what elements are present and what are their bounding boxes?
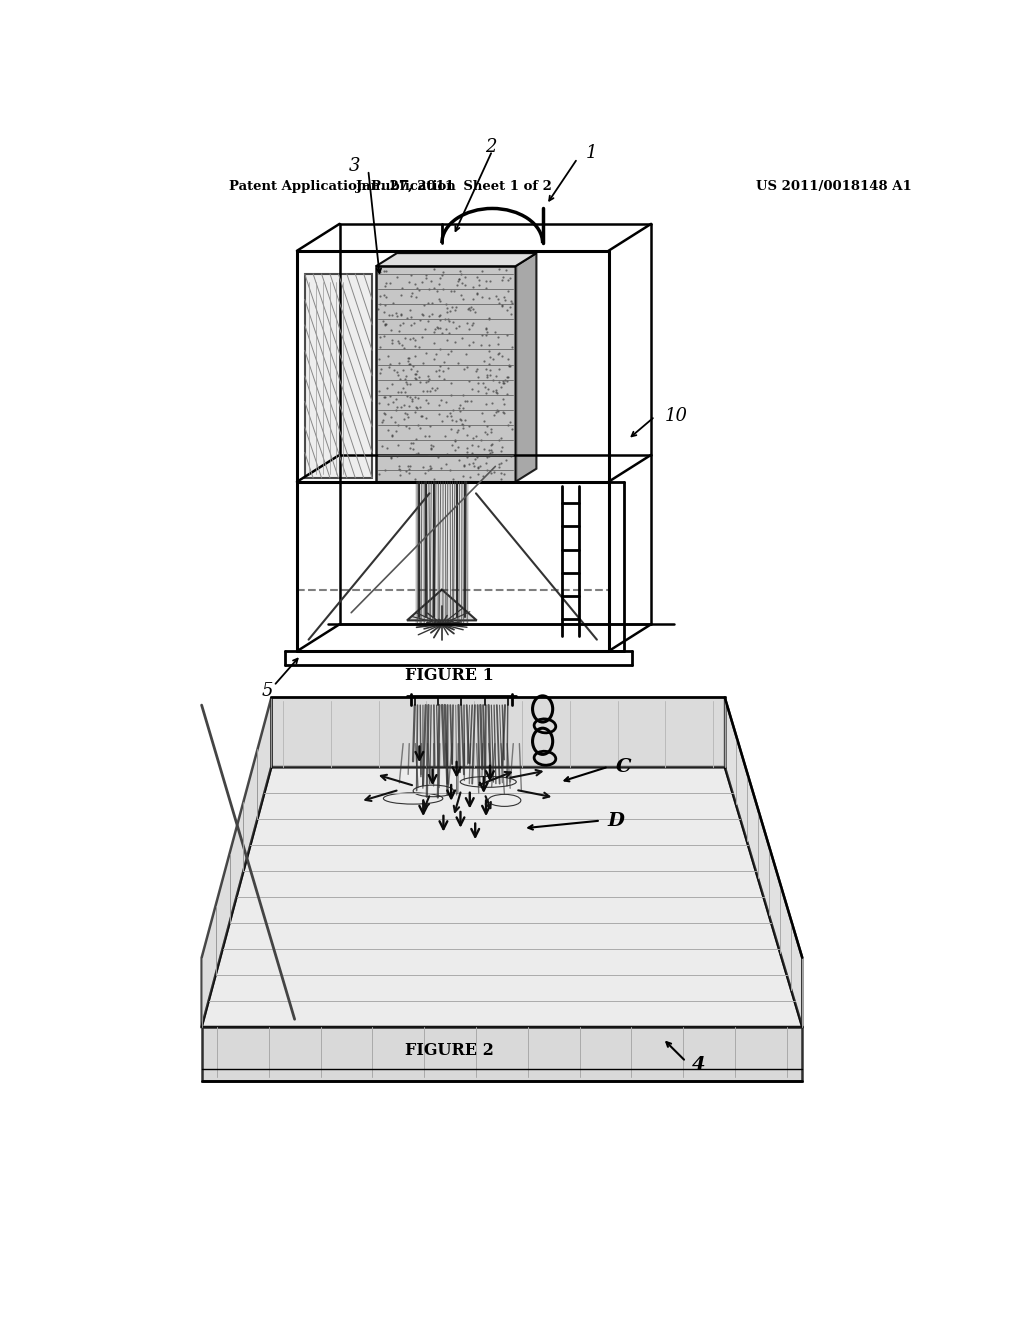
Text: Patent Application Publication: Patent Application Publication [228,181,456,194]
Polygon shape [376,267,515,482]
Polygon shape [415,482,469,624]
Text: 5: 5 [262,682,273,700]
Text: US 2011/0018148 A1: US 2011/0018148 A1 [756,181,911,194]
Text: FIGURE 2: FIGURE 2 [406,1041,494,1059]
Polygon shape [305,275,372,478]
Polygon shape [376,253,537,267]
Polygon shape [407,590,477,620]
Polygon shape [271,697,725,767]
Polygon shape [725,697,802,1027]
Text: 4: 4 [692,1056,706,1074]
Text: C: C [615,758,631,776]
Text: 1: 1 [586,144,597,162]
Text: Jan. 27, 2011  Sheet 1 of 2: Jan. 27, 2011 Sheet 1 of 2 [355,181,552,194]
Text: 3: 3 [349,157,360,176]
Text: 2: 2 [485,137,497,156]
Polygon shape [202,767,802,1027]
Polygon shape [202,697,271,1027]
Text: D: D [607,812,625,829]
Polygon shape [515,253,537,482]
Text: 10: 10 [665,408,687,425]
Polygon shape [202,1027,802,1081]
Text: FIGURE 1: FIGURE 1 [406,668,494,684]
